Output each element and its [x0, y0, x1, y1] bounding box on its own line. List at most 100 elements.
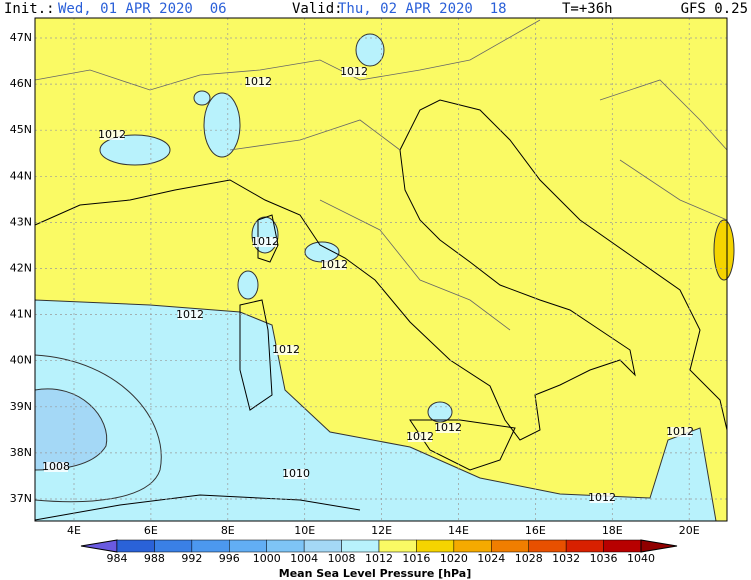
colorbar-box: [378, 539, 417, 553]
contour-label-bg: [246, 77, 270, 87]
contour-label-bg: [322, 260, 346, 270]
init-label: Init.:: [4, 1, 55, 17]
colorbar-label: 1004: [290, 552, 318, 565]
contour-label: 1012: [98, 128, 126, 141]
contour-label: 1012: [588, 491, 616, 504]
contour-label-bg: [274, 345, 298, 355]
contour-label-bg: [342, 67, 366, 77]
lat-label: 47N: [10, 31, 32, 44]
colorbar-box: [565, 539, 604, 553]
colorbar-label: 984: [107, 552, 128, 565]
low-pressure-cell: [427, 401, 453, 423]
lon-label: 6E: [144, 524, 158, 537]
contour-label-bg: [284, 469, 308, 479]
low-pressure-cell: [355, 33, 385, 67]
low-pressure-cell: [203, 92, 241, 158]
colorbar-label: 988: [144, 552, 165, 565]
colorbar-label: 1000: [253, 552, 281, 565]
graticule: [35, 18, 727, 521]
colorbar-box: [603, 539, 642, 553]
coastline: [34, 494, 361, 521]
lon-label: 18E: [602, 524, 623, 537]
lat-label: 44N: [10, 169, 32, 182]
colorbar-label: 1016: [402, 552, 430, 565]
contour-label: 1012: [340, 65, 368, 78]
colorbar-label: 1036: [590, 552, 618, 565]
colorbar-arrow: [640, 539, 678, 553]
lat-label: 42N: [10, 262, 32, 275]
lead-time: T=+36h: [562, 1, 613, 17]
lon-label: 20E: [679, 524, 700, 537]
contour-label-bg: [100, 130, 124, 140]
contour-label-bg: [590, 493, 614, 503]
colorbar-box: [116, 539, 155, 553]
colorbar-box: [453, 539, 492, 553]
colorbar-box: [191, 539, 230, 553]
contour-label-bg: [178, 310, 202, 320]
lat-label: 46N: [10, 77, 32, 90]
colorbar-label: 1028: [515, 552, 543, 565]
lat-label: 38N: [10, 446, 32, 459]
lon-label: 8E: [221, 524, 235, 537]
contour-label: 1012: [434, 421, 462, 434]
model-name: GFS 0.25: [681, 1, 748, 17]
contour-label: 1008: [42, 460, 70, 473]
colorbar-box: [303, 539, 342, 553]
lat-label: 45N: [10, 123, 32, 136]
contour-label: 1012: [406, 430, 434, 443]
lon-label: 16E: [525, 524, 546, 537]
lat-label: 37N: [10, 492, 32, 505]
contour-label: 1010: [282, 467, 310, 480]
contour: [34, 354, 162, 503]
colorbar-title: Mean Sea Level Pressure [hPa]: [279, 567, 472, 580]
map-frame: [34, 17, 728, 522]
colorbar-arrow: [80, 539, 118, 553]
valid-value: Thu, 02 APR 2020 18: [338, 1, 507, 17]
lat-label: 40N: [10, 354, 32, 367]
low-pressure-area: [34, 299, 717, 522]
valid-label: Valid:: [292, 1, 343, 17]
lat-label: 43N: [10, 215, 32, 228]
colorbar-box: [528, 539, 567, 553]
colorbar-label: 1012: [365, 552, 393, 565]
coastline: [34, 99, 728, 441]
contour-label-bg: [408, 432, 432, 442]
lat-label: 41N: [10, 308, 32, 321]
contour-label-bg: [668, 427, 692, 437]
contour-label-bg: [253, 237, 277, 247]
map-area: [34, 17, 735, 522]
colorbar-label: 992: [181, 552, 202, 565]
colorbar-box: [341, 539, 380, 553]
contour-label: 1012: [176, 308, 204, 321]
init-value: Wed, 01 APR 2020 06: [58, 1, 227, 17]
contour-label: 1012: [272, 343, 300, 356]
contour-label: 1012: [666, 425, 694, 438]
contour-label: 1012: [244, 75, 272, 88]
colorbar-box: [416, 539, 455, 553]
lon-label: 12E: [371, 524, 392, 537]
contour-label: 1012: [251, 235, 279, 248]
colorbar-label: 996: [219, 552, 240, 565]
colorbar-box: [229, 539, 267, 553]
colorbar-label: 1032: [552, 552, 580, 565]
contour-label-bg: [436, 423, 460, 433]
lon-label: 4E: [67, 524, 81, 537]
lat-label: 39N: [10, 400, 32, 413]
colorbar-label: 1024: [477, 552, 505, 565]
colorbar-box: [154, 539, 193, 553]
colorbar-box: [491, 539, 529, 553]
low-pressure-cell: [237, 270, 259, 300]
low-pressure-cell: [193, 90, 211, 106]
colorbar-box: [266, 539, 305, 553]
colorbar-label: 1020: [440, 552, 468, 565]
lon-label: 14E: [448, 524, 469, 537]
low-pressure-cell: [99, 134, 171, 166]
island-coastline: [239, 214, 516, 471]
lon-label: 10E: [294, 524, 315, 537]
contour-label-bg: [44, 462, 68, 472]
high-pressure-cell: [713, 219, 735, 281]
colorbar-label: 1040: [627, 552, 655, 565]
contour-label: 1012: [320, 258, 348, 271]
colorbar-label: 1008: [328, 552, 356, 565]
